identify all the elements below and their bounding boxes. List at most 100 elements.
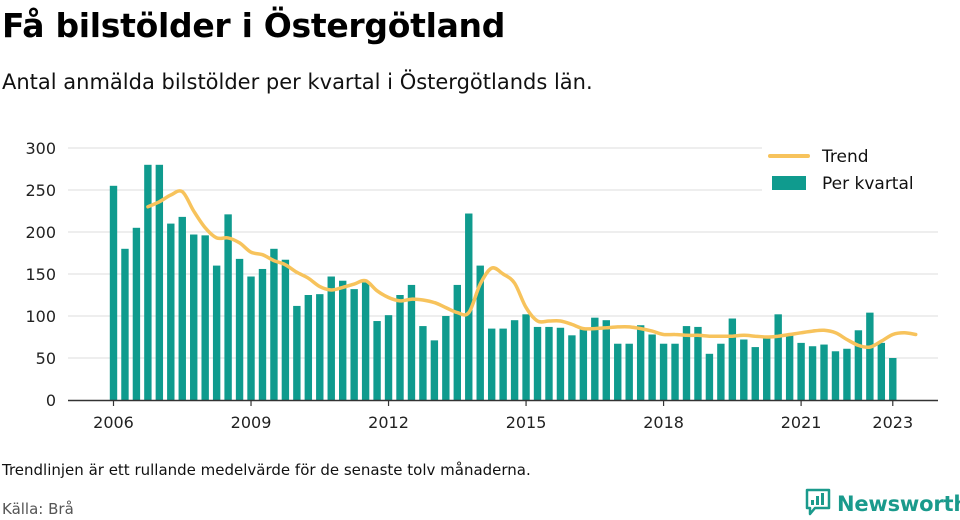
bar: [476, 265, 484, 400]
x-tick-label: 2023: [872, 413, 913, 432]
bar: [212, 265, 221, 400]
bar: [591, 317, 599, 400]
y-tick-label: 200: [25, 223, 56, 242]
bar: [717, 343, 725, 400]
x-tick-label: 2018: [643, 413, 684, 432]
x-tick-label: 2006: [93, 413, 134, 432]
bar: [373, 321, 381, 400]
x-axis: 2006 2009 2012 2015 2018 2021 2023: [68, 399, 938, 432]
y-tick-label: 0: [46, 391, 56, 410]
bar: [545, 326, 553, 400]
bar: [556, 327, 565, 400]
bar: [178, 216, 186, 400]
bar: [671, 343, 679, 400]
legend: Trend Per kvartal: [762, 142, 938, 206]
bar: [304, 295, 313, 400]
bar: [602, 320, 610, 400]
source: Källa: Brå: [2, 500, 74, 518]
bar: [430, 340, 439, 400]
bar-chart-logo-icon: [805, 488, 831, 520]
bar: [190, 234, 198, 400]
y-axis-ticks: 0 50 100 150 200 250 300: [25, 139, 56, 410]
bar: [843, 348, 851, 400]
bar: [728, 318, 737, 400]
bar: [453, 284, 461, 400]
bar: [866, 312, 874, 400]
bar: [625, 343, 633, 400]
bar: [121, 248, 129, 400]
bar: [487, 328, 496, 400]
bar: [877, 342, 886, 400]
bar: [533, 326, 542, 400]
bar: [144, 164, 152, 400]
bar: [740, 339, 748, 400]
bar: [820, 344, 828, 400]
bar: [763, 336, 771, 400]
bar: [361, 282, 370, 400]
x-tick-label: 2012: [368, 413, 409, 432]
bar: [659, 343, 668, 400]
chart-title: Få bilstölder i Östergötland: [2, 6, 506, 45]
x-tick-label: 2015: [506, 413, 547, 432]
bar: [350, 289, 358, 400]
bar: [339, 280, 347, 400]
bar: [201, 235, 209, 400]
legend-bar-label: Per kvartal: [822, 174, 914, 194]
bar: [167, 223, 175, 400]
brand-logo[interactable]: Newsworthy: [805, 488, 960, 520]
bar: [705, 353, 714, 400]
bar: [889, 358, 897, 400]
legend-background: [762, 142, 938, 206]
y-tick-label: 100: [25, 307, 56, 326]
bar: [682, 326, 691, 400]
bar: [568, 335, 576, 400]
bar: [109, 185, 118, 400]
brand-name: Newsworthy: [837, 492, 960, 516]
bar-series: [109, 164, 897, 400]
legend-bar-swatch: [772, 176, 806, 190]
bar: [281, 259, 290, 400]
trend-series: [146, 189, 918, 350]
y-tick-label: 300: [25, 139, 56, 158]
footnote: Trendlinjen är ett rullande medelvärde f…: [2, 461, 531, 479]
bar: [831, 351, 840, 400]
bar: [499, 328, 507, 400]
bar: [442, 316, 450, 400]
bar: [316, 294, 324, 400]
bar: [327, 276, 335, 400]
bar: [579, 329, 588, 400]
bar: [614, 343, 622, 400]
bar: [797, 342, 805, 400]
x-tick-label: 2009: [231, 413, 272, 432]
bar: [247, 276, 255, 400]
bar: [419, 326, 427, 400]
trend-line: [146, 189, 918, 350]
bar: [854, 330, 863, 400]
bar: [510, 320, 519, 400]
bar: [808, 346, 817, 400]
bar: [155, 164, 164, 400]
chart-subtitle: Antal anmälda bilstölder per kvartal i Ö…: [2, 70, 593, 94]
bar: [636, 325, 645, 400]
bar: [465, 213, 473, 400]
bar: [522, 314, 530, 400]
bar: [407, 284, 416, 400]
bar: [384, 315, 393, 400]
y-tick-label: 150: [25, 265, 56, 284]
y-tick-label: 250: [25, 181, 56, 200]
bar: [648, 334, 656, 400]
bar: [270, 248, 278, 400]
y-tick-label: 50: [36, 349, 56, 368]
bar: [235, 258, 244, 400]
bar: [694, 326, 702, 400]
legend-trend-label: Trend: [821, 147, 869, 167]
bar: [132, 227, 141, 400]
bar: [785, 333, 794, 400]
bar: [293, 305, 301, 400]
bar: [774, 314, 782, 400]
x-tick-label: 2021: [781, 413, 822, 432]
bar: [258, 268, 267, 400]
bar: [396, 295, 404, 400]
bar: [224, 214, 232, 400]
